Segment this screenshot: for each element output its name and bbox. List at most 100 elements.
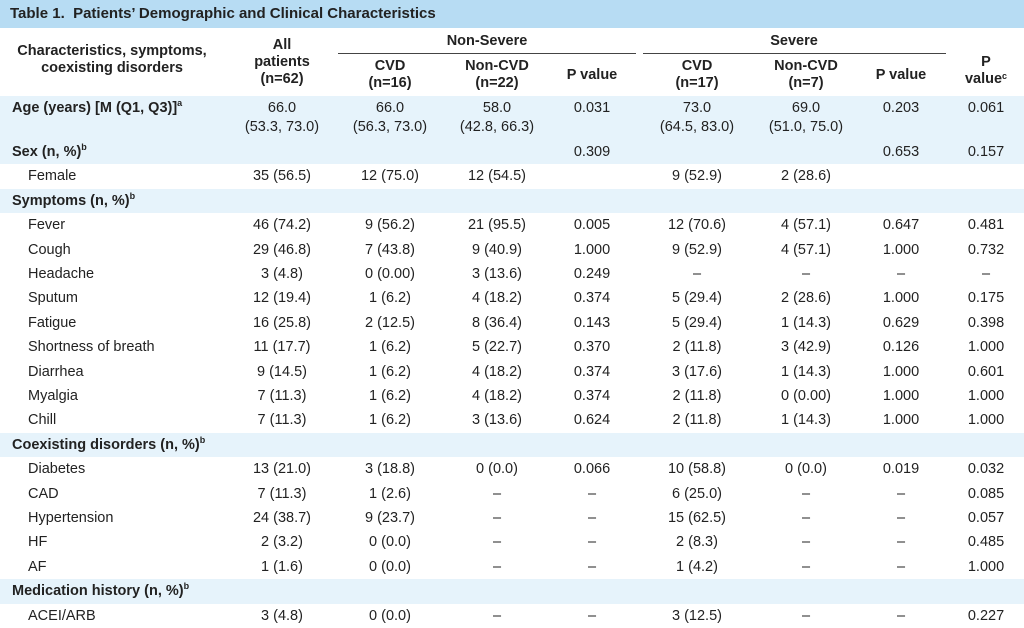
row-label: Female <box>28 168 77 185</box>
cell: – <box>801 558 811 575</box>
cell: 0.249 <box>573 266 611 282</box>
cell: 46 (74.2) <box>252 217 312 234</box>
cell: – <box>896 485 906 502</box>
cell: – <box>896 266 906 282</box>
row-label: Shortness of breath <box>28 339 155 356</box>
cell: 69.0 <box>791 100 821 116</box>
cell: – <box>801 485 811 502</box>
cell: (51.0, 75.0) <box>768 119 844 135</box>
cell: 0.143 <box>573 314 611 331</box>
cell: – <box>896 534 906 551</box>
cell: 4 (18.2) <box>472 363 522 380</box>
footnote-mark: b <box>129 190 136 201</box>
cell: 66.0 <box>267 100 297 116</box>
cell: 11 (17.7) <box>253 339 311 356</box>
cell: 0.624 <box>573 412 611 429</box>
cell: 5 (29.4) <box>672 290 722 307</box>
cell: 0.732 <box>967 241 1005 258</box>
cell: 1.000 <box>882 363 920 380</box>
cell: 9 (40.9) <box>472 241 522 258</box>
cell: 0.485 <box>967 534 1005 551</box>
row-label: Age (years) [M (Q1, Q3)]a <box>12 98 183 116</box>
cell: 0 (0.00) <box>365 266 415 282</box>
cell: – <box>801 534 811 551</box>
cell: 9 (23.7) <box>365 510 415 526</box>
row-label: Chill <box>28 412 57 429</box>
row-label: Diabetes <box>28 461 86 478</box>
cell: – <box>981 266 991 282</box>
footnote-mark: c <box>1002 71 1008 81</box>
column-header: CVD (n=16) <box>368 58 412 91</box>
row-label: Fever <box>28 217 66 234</box>
cell: 0 (0.00) <box>781 388 831 404</box>
row-label: Cough <box>28 241 71 258</box>
cell: 0.481 <box>967 217 1005 234</box>
cell: 1 (6.2) <box>369 388 411 404</box>
cell: 0.601 <box>967 363 1005 380</box>
cell: 2 (12.5) <box>365 314 415 331</box>
cell: 9 (52.9) <box>672 241 722 258</box>
cell: 35 (56.5) <box>252 168 312 185</box>
cell: 9 (14.5) <box>257 363 307 380</box>
cell: 2 (8.3) <box>676 534 718 551</box>
cell: 9 (56.2) <box>365 217 415 234</box>
cell: – <box>896 607 906 624</box>
cell: 0.203 <box>882 100 920 116</box>
row-label: CAD <box>28 485 59 502</box>
title-bar <box>0 0 1024 28</box>
cell: 4 (18.2) <box>472 290 522 307</box>
cell: 0.157 <box>967 144 1005 160</box>
group-rule <box>643 53 946 54</box>
cell: 0.398 <box>967 314 1005 331</box>
row-label: Myalgia <box>28 388 78 404</box>
row-background <box>0 579 1024 604</box>
cell: – <box>692 266 702 282</box>
cell: 2 (3.2) <box>261 534 303 551</box>
cell: 7 (11.3) <box>257 485 307 502</box>
cell: 1 (4.2) <box>676 558 718 575</box>
row-label: Headache <box>28 266 95 282</box>
cell: 7 (43.8) <box>365 241 415 258</box>
cell: – <box>587 558 597 575</box>
cell: 0.374 <box>573 388 611 404</box>
cell: 1.000 <box>573 241 611 258</box>
cell: 1 (6.2) <box>369 339 411 356</box>
row-label: Sex (n, %)b <box>12 142 87 160</box>
cell: – <box>896 510 906 526</box>
cell: 1.000 <box>967 339 1005 356</box>
cell: 1 (6.2) <box>369 363 411 380</box>
column-header: Non-CVD (n=7) <box>774 58 838 91</box>
cell: 1 (2.6) <box>369 485 411 502</box>
cell: – <box>492 558 502 575</box>
row-label: ACEI/ARB <box>28 607 96 624</box>
cell: 0.374 <box>573 290 611 307</box>
cell: 1 (6.2) <box>369 290 411 307</box>
cell: 15 (62.5) <box>667 510 727 526</box>
cell: 29 (46.8) <box>252 241 312 258</box>
cell: 16 (25.8) <box>252 314 312 331</box>
cell: 24 (38.7) <box>252 510 312 526</box>
row-label: Medication history (n, %)b <box>12 581 190 600</box>
row-label: Diarrhea <box>28 363 84 380</box>
cell: 3 (4.8) <box>261 607 303 624</box>
row-label: Coexisting disorders (n, %)b <box>12 434 206 453</box>
cell: 1 (14.3) <box>781 412 831 429</box>
cell: 8 (36.4) <box>472 314 522 331</box>
cell: – <box>492 485 502 502</box>
row-label: Symptoms (n, %)b <box>12 190 136 209</box>
cell: (42.8, 66.3) <box>459 119 535 135</box>
cell: 3 (18.8) <box>365 461 415 478</box>
cell: 1.000 <box>967 558 1005 575</box>
cell: 12 (70.6) <box>667 217 727 234</box>
cell: 0.309 <box>573 144 611 160</box>
cell: 58.0 <box>482 100 512 116</box>
cell: – <box>587 607 597 624</box>
cell: (53.3, 73.0) <box>244 119 320 135</box>
cell: 0.066 <box>573 461 611 478</box>
row-background <box>0 188 1024 214</box>
cell: 10 (58.8) <box>667 461 727 478</box>
cell: 73.0 <box>682 100 712 116</box>
cell: 0.019 <box>882 461 920 478</box>
cell: – <box>492 534 502 551</box>
